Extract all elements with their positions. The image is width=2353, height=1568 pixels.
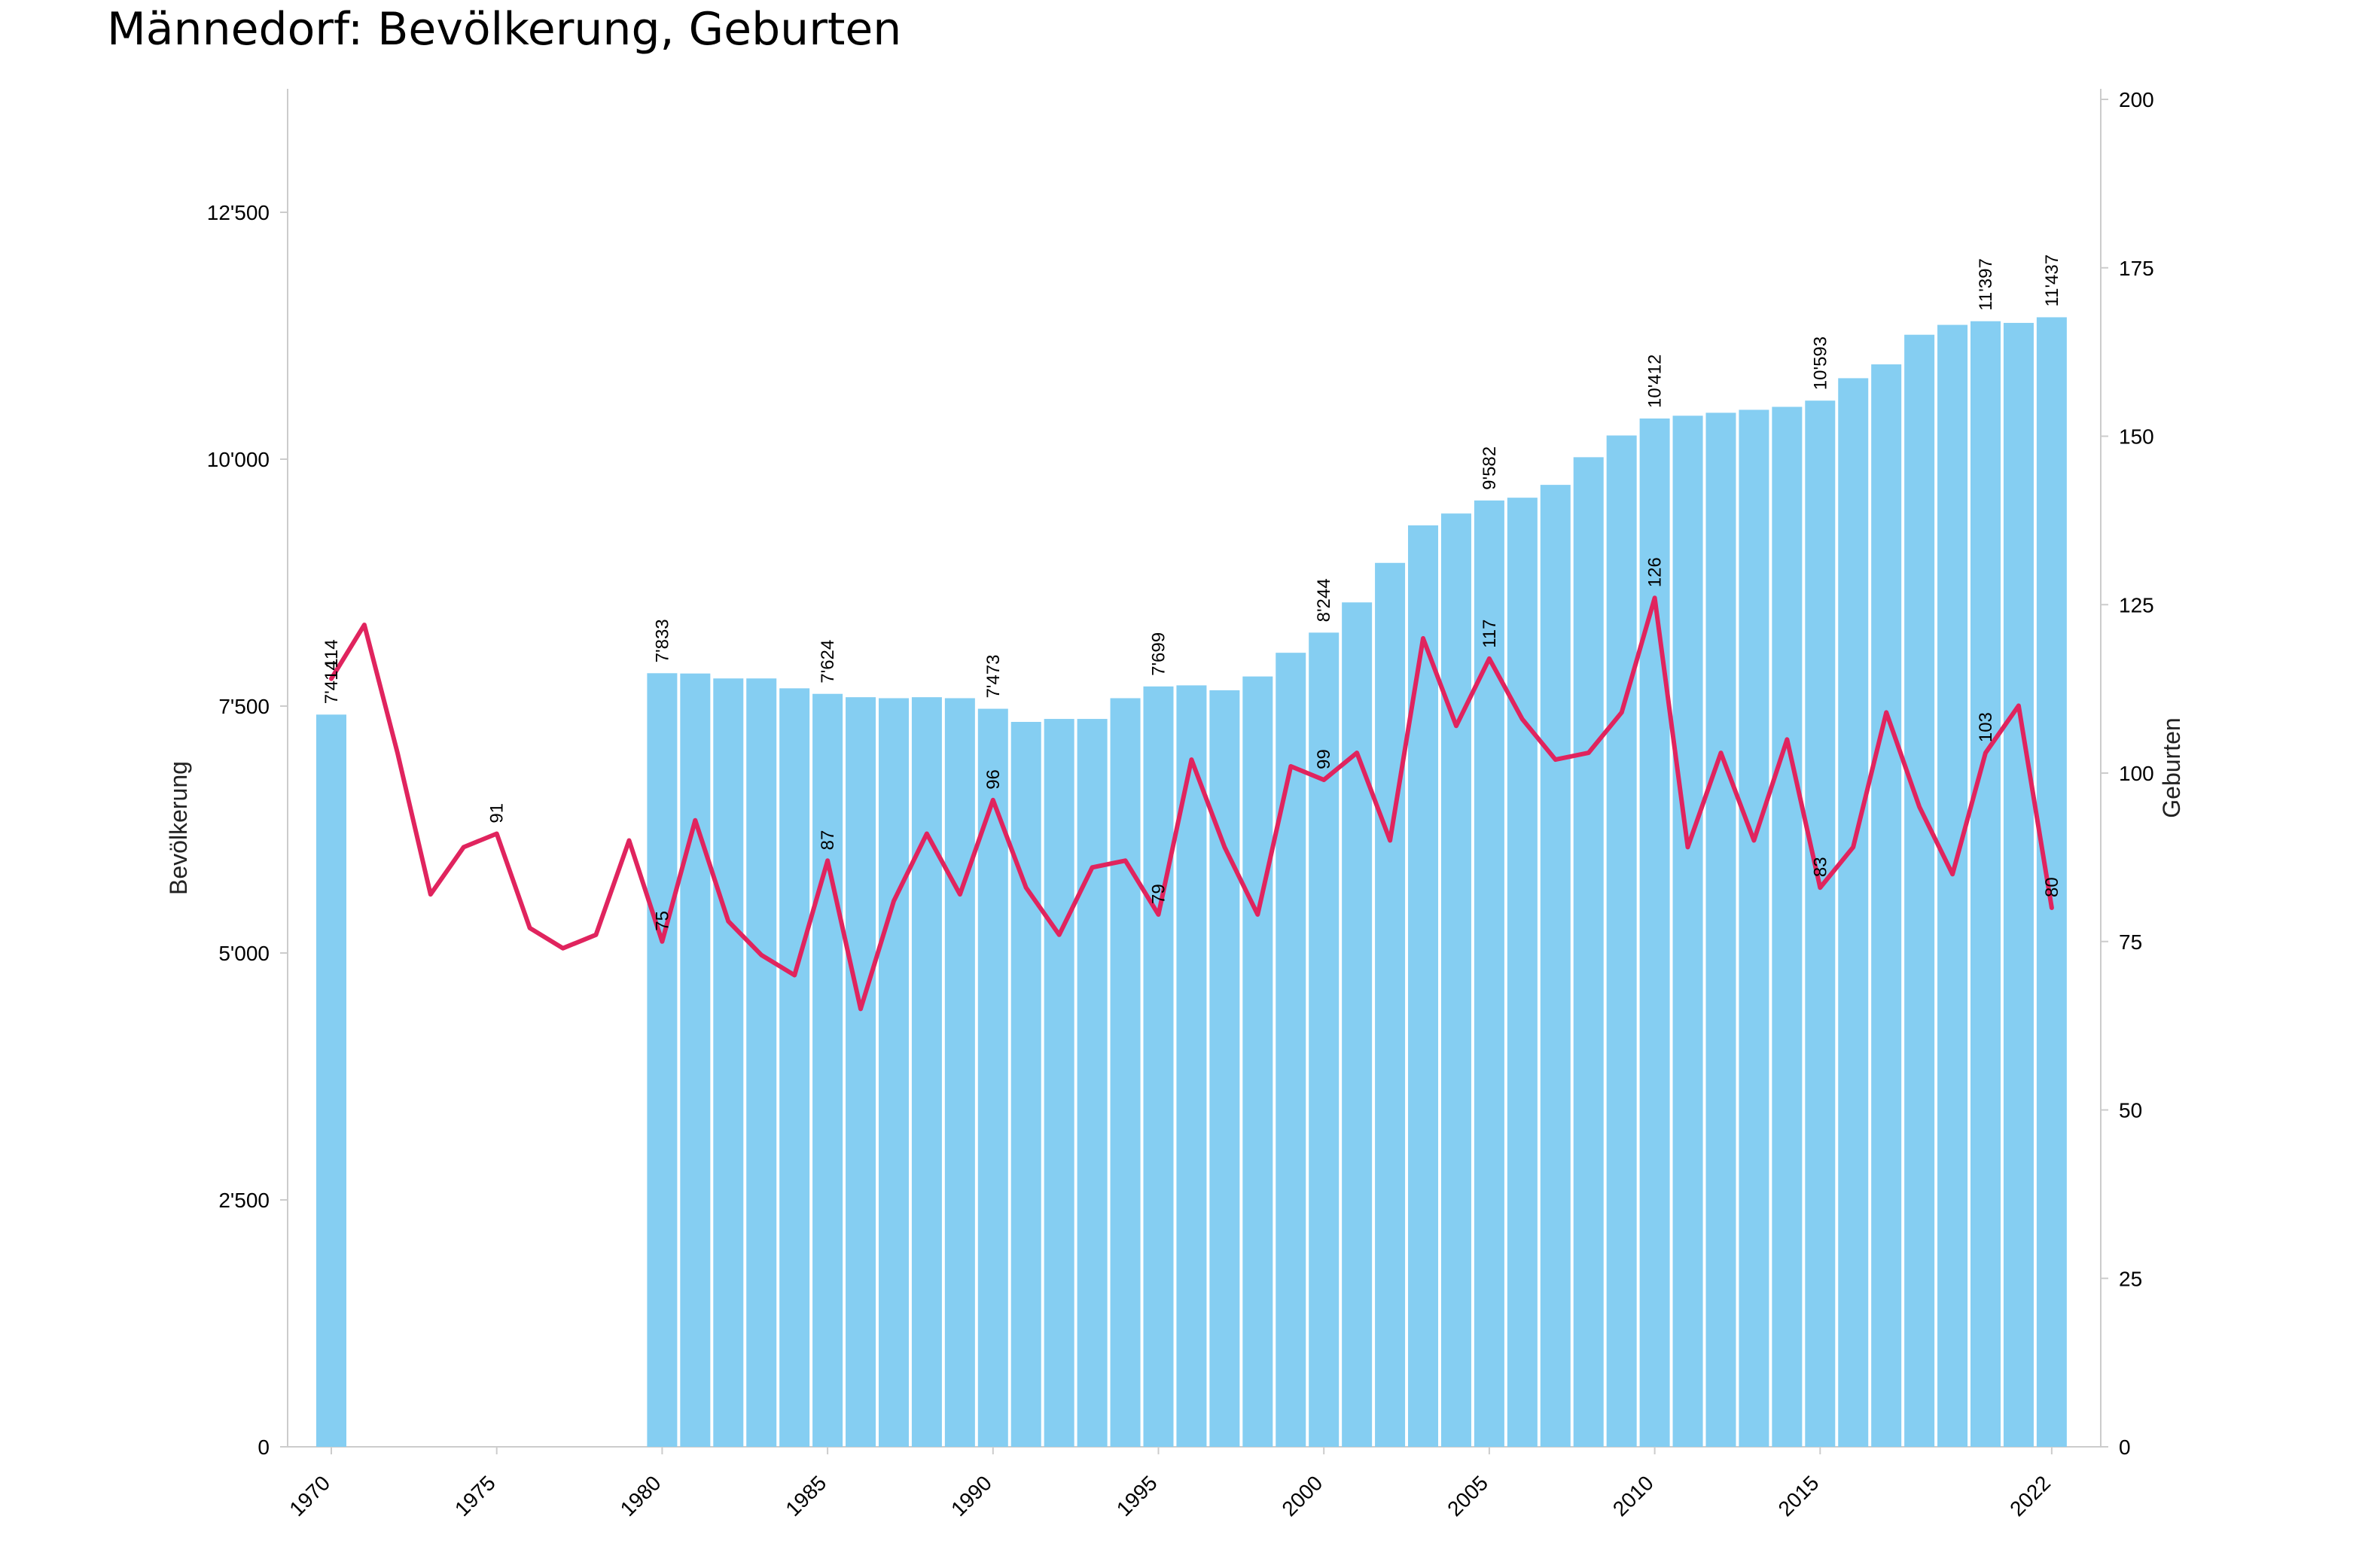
line-value-label: 79 xyxy=(1149,884,1169,904)
population-bar xyxy=(316,714,346,1447)
population-bar xyxy=(647,673,678,1447)
population-bar xyxy=(1408,525,1439,1447)
line-value-label: 83 xyxy=(1810,857,1830,877)
population-bar xyxy=(1375,562,1406,1447)
population-bar xyxy=(1540,485,1571,1447)
x-tick-label: 1990 xyxy=(946,1471,996,1521)
population-bar xyxy=(1342,602,1373,1447)
population-bar xyxy=(1838,378,1869,1447)
line-value-label: 126 xyxy=(1645,557,1666,587)
population-bar xyxy=(713,678,744,1447)
y-right-tick-label: 100 xyxy=(2119,762,2154,785)
y-right-tick-label: 75 xyxy=(2119,930,2142,954)
population-bar xyxy=(1739,410,1769,1447)
population-bar xyxy=(1772,406,1803,1447)
population-bar xyxy=(911,697,942,1447)
population-bar xyxy=(1044,719,1074,1447)
population-bar xyxy=(1606,435,1637,1448)
y-left-tick-label: 12'500 xyxy=(207,201,270,224)
population-bar xyxy=(1705,413,1736,1448)
line-value-label: 103 xyxy=(1976,712,1996,742)
births-line-series xyxy=(329,595,2054,1012)
population-bar xyxy=(1639,418,1670,1448)
population-bar xyxy=(1672,416,1703,1447)
population-bar xyxy=(1143,686,1174,1447)
population-bar xyxy=(1573,457,1604,1447)
population-bar xyxy=(944,698,975,1447)
bar-value-label: 10'593 xyxy=(1810,336,1830,390)
line-value-label: 114 xyxy=(322,639,342,668)
x-tick-label: 1975 xyxy=(450,1471,500,1521)
x-tick-label: 1970 xyxy=(285,1471,334,1521)
bar-value-label: 7'699 xyxy=(1149,632,1169,676)
population-bar xyxy=(1110,698,1141,1447)
population-bar xyxy=(1077,719,1108,1447)
y-right-tick-label: 150 xyxy=(2119,425,2154,449)
y-right-tick-label: 50 xyxy=(2119,1099,2142,1122)
population-bar xyxy=(812,693,843,1447)
line-value-label: 80 xyxy=(2042,877,2062,897)
line-value-label: 117 xyxy=(1480,620,1500,648)
bar-value-label: 11'397 xyxy=(1976,258,1996,311)
population-bar xyxy=(977,708,1008,1447)
y-left-tick-label: 0 xyxy=(258,1436,270,1459)
bar-value-label: 7'414 xyxy=(322,660,342,704)
bar-value-label: 7'473 xyxy=(983,655,1004,699)
x-tick-label: 2022 xyxy=(2005,1471,2055,1521)
y-right-tick-label: 125 xyxy=(2119,593,2154,617)
y-right-tick-label: 200 xyxy=(2119,88,2154,111)
population-bar xyxy=(779,688,810,1447)
bar-value-label: 7'833 xyxy=(652,619,672,662)
population-bar xyxy=(846,697,876,1447)
y-left-axis-title: Bevölkerung xyxy=(165,761,192,895)
population-bar xyxy=(1937,324,1968,1447)
y-right-tick-label: 0 xyxy=(2119,1436,2131,1459)
chart-title: Männedorf: Bevölkerung, Geburten xyxy=(107,3,902,56)
bar-value-label: 9'582 xyxy=(1480,446,1500,490)
line-value-label: 91 xyxy=(487,803,507,824)
line-value-label: 96 xyxy=(983,769,1004,790)
population-bar xyxy=(878,698,909,1447)
y-left-tick-label: 5'000 xyxy=(218,942,270,965)
population-bar xyxy=(1209,690,1240,1447)
population-bar xyxy=(1904,334,1935,1447)
population-bar xyxy=(1309,632,1340,1447)
line-value-label: 99 xyxy=(1314,749,1334,769)
births-line xyxy=(329,595,2054,1012)
x-tick-label: 2005 xyxy=(1443,1471,1492,1521)
x-tick-label: 2000 xyxy=(1277,1471,1327,1521)
population-bar xyxy=(1276,653,1306,1447)
x-tick-label: 1995 xyxy=(1112,1471,1162,1521)
x-tick-label: 1980 xyxy=(616,1471,666,1521)
y-right-axis-title: Geburten xyxy=(2158,717,2185,817)
population-bar xyxy=(2003,322,2034,1448)
bar-value-label: 8'244 xyxy=(1314,578,1334,622)
y-right-tick-label: 25 xyxy=(2119,1267,2142,1290)
data-labels: 7'414 7'833 7'624 7'473 7'699 8'244 9'582 10'41… xyxy=(322,254,2062,931)
line-value-label: 87 xyxy=(818,830,838,851)
y-left-tick-label: 10'000 xyxy=(207,448,270,471)
x-tick-label: 2010 xyxy=(1608,1471,1658,1521)
population-bar xyxy=(1440,513,1471,1448)
population-bars xyxy=(316,317,2067,1448)
x-tick-label: 2015 xyxy=(1774,1471,1824,1521)
population-bar xyxy=(1970,321,2001,1447)
x-tick-label: 1985 xyxy=(781,1471,831,1521)
bar-value-label: 10'412 xyxy=(1645,355,1666,408)
population-bar xyxy=(1242,676,1273,1447)
line-value-label: 75 xyxy=(652,911,672,931)
population-bar xyxy=(1507,498,1538,1448)
population-bar xyxy=(680,673,711,1447)
y-left-tick-label: 7'500 xyxy=(218,695,270,718)
population-bar xyxy=(1010,721,1041,1447)
population-bar xyxy=(746,678,777,1447)
bar-value-label: 11'437 xyxy=(2042,254,2062,307)
bar-value-label: 7'624 xyxy=(818,640,838,684)
y-right-tick-label: 175 xyxy=(2119,257,2154,280)
y-left-tick-label: 2'500 xyxy=(218,1189,270,1212)
population-bar xyxy=(1871,364,1902,1448)
population-bar xyxy=(1805,400,1836,1447)
population-bar xyxy=(2036,317,2067,1448)
